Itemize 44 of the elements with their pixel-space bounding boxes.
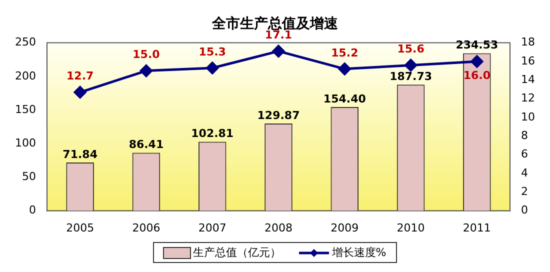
data-label: 154.40: [323, 92, 366, 106]
data-label: 12.7: [66, 70, 94, 83]
y2-tick-label: 0: [521, 204, 528, 217]
data-label: 86.41: [128, 138, 164, 152]
data-label: 16.0: [463, 68, 491, 82]
point: [338, 62, 351, 76]
data-label: 129.87: [257, 108, 300, 122]
data-label: 15.2: [331, 46, 358, 60]
point: [206, 62, 219, 74]
y-tick-label: 50: [22, 170, 36, 184]
x-tick-label: 2007: [198, 221, 226, 234]
y2-tick-label: 2: [521, 184, 528, 198]
point: [272, 44, 285, 58]
y-tick-label: 0: [28, 204, 36, 217]
legend-label: 增长速度%: [332, 245, 386, 260]
y2-tick-label: 10: [521, 110, 536, 124]
x-tick-label: 2009: [330, 221, 359, 234]
data-label: 15.0: [132, 48, 160, 62]
y-tick-label: 100: [14, 136, 36, 150]
x-tick-label: 2005: [66, 221, 94, 234]
y2-tick-label: 8: [521, 128, 528, 142]
data-label: 15.3: [198, 45, 226, 58]
y2-tick-label: 18: [521, 36, 536, 49]
x-tick-label: 2011: [462, 221, 491, 234]
point: [74, 86, 86, 99]
y2-tick-label: 16: [521, 54, 536, 68]
data-label: 187.73: [390, 70, 432, 84]
y2-tick-label: 4: [521, 166, 528, 180]
y2-tick-label: 12: [521, 92, 536, 105]
data-label: 15.6: [397, 42, 425, 56]
point: [404, 58, 418, 72]
point: [470, 55, 484, 68]
x-tick-label: 2008: [264, 221, 292, 234]
data-label: 102.81: [191, 127, 234, 140]
x-tick-label: 2010: [396, 221, 425, 234]
data-label: 71.84: [62, 148, 98, 161]
legend-label: 生产总值（亿元）: [192, 245, 281, 260]
y-tick-label: 200: [14, 69, 36, 82]
y2-tick-label: 14: [521, 72, 536, 86]
y-tick-label: 150: [14, 102, 36, 116]
x-tick-label: 2006: [132, 221, 160, 234]
y2-tick-label: 6: [521, 148, 528, 161]
y-tick-label: 250: [14, 36, 36, 49]
point: [140, 64, 152, 78]
